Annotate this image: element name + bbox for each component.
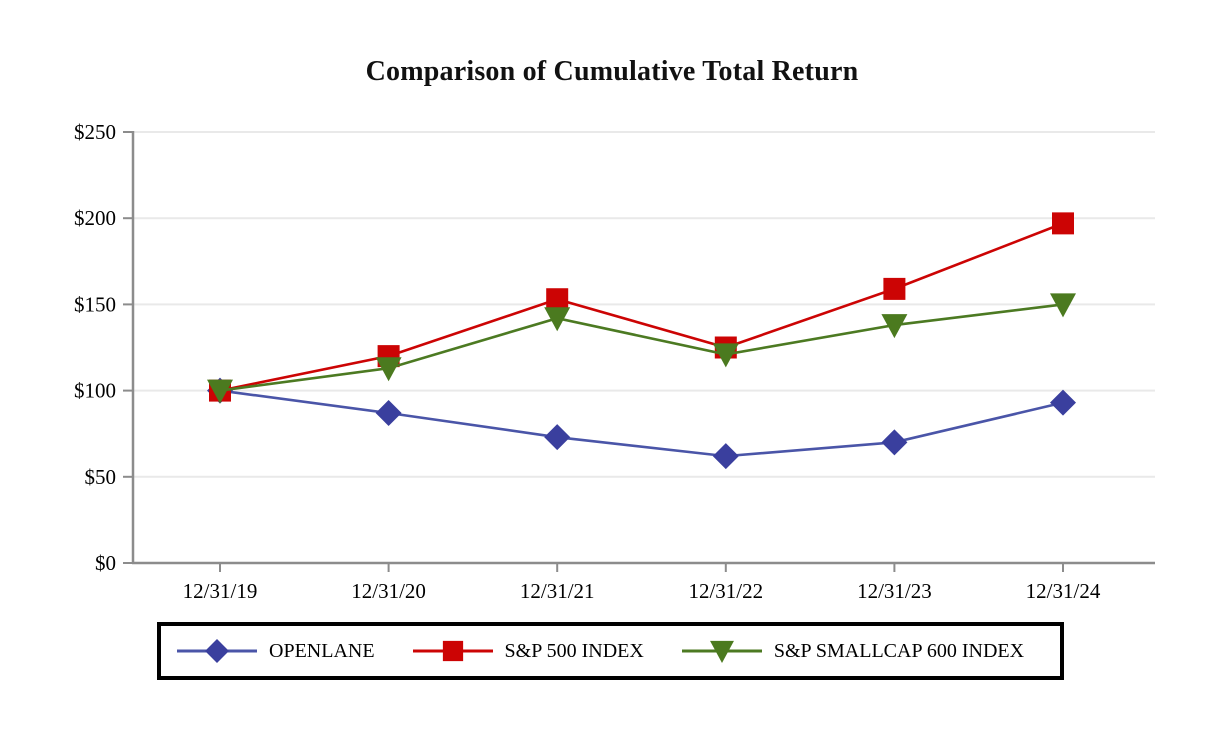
data-point-openlane-12-31-22 xyxy=(712,443,739,470)
legend-label-openlane: OPENLANE xyxy=(269,639,375,662)
y-tick-label: $200 xyxy=(74,206,116,230)
data-point-s-p-smallcap-600-index-12-31-20 xyxy=(375,357,402,382)
y-tick-label: $100 xyxy=(74,379,116,403)
legend-item-smallcap600: S&P SMALLCAP 600 INDEX xyxy=(681,636,1025,666)
sp500-square-swatch-icon xyxy=(412,640,493,662)
y-tick-label: $0 xyxy=(95,551,116,575)
smallcap600-triangle-swatch-icon xyxy=(681,640,762,663)
y-tick-label: $150 xyxy=(74,292,116,316)
series-line-s-p-smallcap-600-index xyxy=(219,303,1064,392)
series-s-p-500-index xyxy=(209,212,1074,402)
x-tick-label: 12/31/21 xyxy=(520,579,595,603)
y-tick-label: $250 xyxy=(74,120,116,144)
legend-item-sp500: S&P 500 INDEX xyxy=(412,636,644,666)
data-point-openlane-12-31-24 xyxy=(1050,389,1076,416)
data-point-s-p-smallcap-600-index-12-31-21 xyxy=(544,307,571,332)
data-point-s-p-500-index-12-31-24 xyxy=(1052,212,1074,235)
data-point-openlane-12-31-23 xyxy=(881,429,908,456)
x-tick-label: 12/31/24 xyxy=(1026,579,1101,603)
legend-swatch-marker-triangle-down xyxy=(709,640,734,663)
data-point-s-p-smallcap-600-index-12-31-22 xyxy=(712,343,739,368)
y-tick-label: $50 xyxy=(85,465,117,489)
chart-title: Comparison of Cumulative Total Return xyxy=(365,56,859,87)
legend-item-openlane: OPENLANE xyxy=(177,636,375,666)
series-s-p-smallcap-600-index xyxy=(207,293,1076,404)
x-tick-label: 12/31/22 xyxy=(688,579,763,603)
data-point-s-p-smallcap-600-index-12-31-23 xyxy=(881,314,908,339)
data-point-s-p-smallcap-600-index-12-31-24 xyxy=(1050,293,1076,318)
legend-label-sp500: S&P 500 INDEX xyxy=(504,639,644,662)
x-tick-label: 12/31/20 xyxy=(351,579,426,603)
series-openlane xyxy=(207,377,1076,470)
data-point-openlane-12-31-21 xyxy=(544,424,571,451)
chart-legend: OPENLANE S&P 500 INDEX S&P SMALLCAP 600 … xyxy=(157,622,1064,680)
series-line-s-p-500-index xyxy=(219,222,1064,392)
legend-swatch-marker-diamond xyxy=(205,639,229,663)
data-point-s-p-500-index-12-31-23 xyxy=(883,277,906,300)
data-point-s-p-500-index-12-31-21 xyxy=(546,288,569,311)
data-point-s-p-smallcap-600-index-12-31-19 xyxy=(207,379,233,404)
series-line-openlane xyxy=(219,389,1064,458)
x-tick-label: 12/31/19 xyxy=(183,579,258,603)
openlane-diamond-swatch-icon xyxy=(177,639,257,663)
data-point-openlane-12-31-20 xyxy=(375,400,402,427)
legend-label-smallcap600: S&P SMALLCAP 600 INDEX xyxy=(773,639,1025,662)
x-tick-label: 12/31/23 xyxy=(857,579,932,603)
legend-swatch-marker-square xyxy=(442,640,463,662)
